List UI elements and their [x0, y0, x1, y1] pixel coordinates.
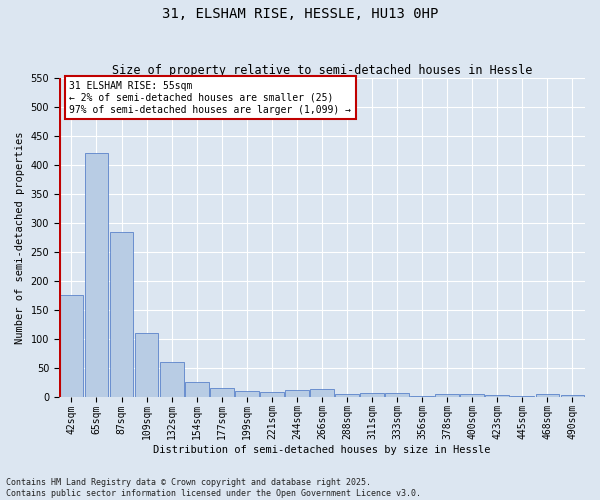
Bar [160, 362, 184, 396]
Bar [110, 232, 133, 396]
Bar [85, 154, 109, 396]
Bar [235, 391, 259, 396]
Bar [285, 390, 309, 396]
Bar [134, 333, 158, 396]
Text: 31, ELSHAM RISE, HESSLE, HU13 0HP: 31, ELSHAM RISE, HESSLE, HU13 0HP [162, 8, 438, 22]
Bar [210, 388, 233, 396]
Y-axis label: Number of semi-detached properties: Number of semi-detached properties [15, 131, 25, 344]
Bar [560, 395, 584, 396]
Bar [536, 394, 559, 396]
Bar [460, 394, 484, 396]
X-axis label: Distribution of semi-detached houses by size in Hessle: Distribution of semi-detached houses by … [153, 445, 491, 455]
Text: Contains HM Land Registry data © Crown copyright and database right 2025.
Contai: Contains HM Land Registry data © Crown c… [6, 478, 421, 498]
Bar [436, 394, 459, 396]
Title: Size of property relative to semi-detached houses in Hessle: Size of property relative to semi-detach… [112, 64, 532, 77]
Text: 31 ELSHAM RISE: 55sqm
← 2% of semi-detached houses are smaller (25)
97% of semi-: 31 ELSHAM RISE: 55sqm ← 2% of semi-detac… [70, 82, 352, 114]
Bar [59, 295, 83, 396]
Bar [185, 382, 209, 396]
Bar [310, 389, 334, 396]
Bar [260, 392, 284, 396]
Bar [335, 394, 359, 396]
Bar [385, 392, 409, 396]
Bar [360, 393, 384, 396]
